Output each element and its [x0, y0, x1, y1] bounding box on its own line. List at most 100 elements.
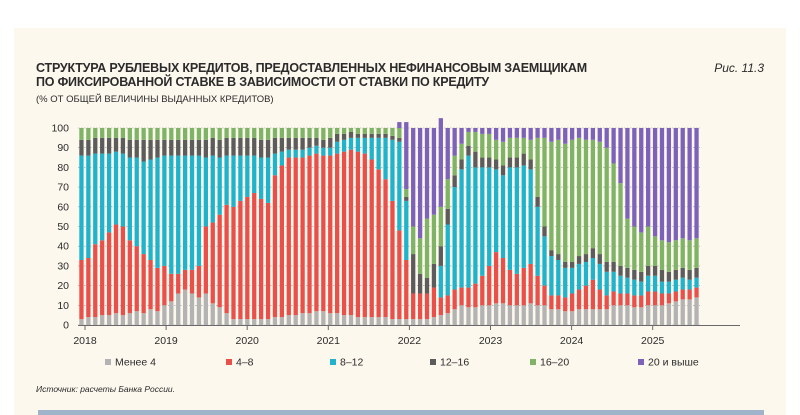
bar-segment — [493, 303, 499, 325]
bar-segment — [182, 289, 188, 325]
bar-segment — [597, 141, 602, 255]
bar-segment — [611, 261, 616, 272]
legend-label: 20 и выше — [648, 357, 699, 369]
bar-segment — [680, 289, 685, 300]
bar-segment — [576, 137, 582, 257]
x-tick-label: 2023 — [479, 335, 503, 347]
figure-title: СТРУКТУРА РУБЛЕВЫХ КРЕДИТОВ, ПРЕДОСТАВЛЕ… — [36, 61, 656, 89]
y-tick-label: 40 — [57, 241, 69, 253]
bar-segment — [252, 128, 257, 138]
bar-segment — [162, 128, 167, 140]
bar-segment — [106, 315, 112, 325]
x-tick-label: 2022 — [398, 335, 422, 347]
bar-segment — [570, 311, 575, 325]
bar-segment — [93, 137, 98, 154]
bar-segment — [417, 273, 423, 294]
bar-segment — [355, 137, 361, 152]
bar-segment — [390, 135, 395, 140]
bar-segment — [397, 230, 402, 320]
bar-segment — [493, 139, 499, 160]
bar-segment — [549, 256, 554, 296]
bar-segment — [376, 169, 381, 318]
bar-segment — [86, 128, 91, 140]
bar-segment — [646, 305, 651, 325]
bar-segment — [542, 285, 547, 306]
bar-segment — [417, 128, 423, 239]
bar-segment — [169, 301, 174, 325]
bar-segment — [452, 175, 457, 188]
bar-segment — [507, 305, 513, 325]
bar-segment — [314, 137, 319, 146]
bar-segment — [590, 128, 596, 140]
bar-segment — [203, 226, 208, 294]
bar-segment — [113, 137, 119, 152]
bar-segment — [162, 155, 167, 266]
x-tick-label: 2020 — [236, 335, 260, 347]
bar-segment — [563, 261, 568, 268]
bar-segment — [507, 128, 513, 138]
bar-segment — [182, 128, 188, 140]
bar-segment — [411, 128, 416, 227]
bar-segment — [632, 128, 637, 227]
bar-segment — [445, 179, 450, 209]
bar-segment — [493, 159, 499, 170]
bar-segment — [328, 155, 333, 314]
legend-label: 16–20 — [540, 357, 569, 369]
bar-segment — [224, 155, 229, 205]
bar-segment — [625, 267, 630, 278]
bar-segment — [632, 295, 637, 308]
bar-segment — [259, 157, 264, 199]
bar-segment — [203, 157, 208, 227]
bar-segment — [646, 128, 651, 227]
bar-segment — [673, 279, 678, 292]
bar-segment — [500, 303, 506, 325]
bar-segment — [521, 305, 526, 325]
bar-segment — [673, 240, 678, 270]
legend-label: Менее 4 — [115, 357, 156, 369]
bar-segment — [383, 133, 388, 138]
bar-segment — [362, 133, 367, 138]
bar-segment — [127, 128, 132, 140]
legend-swatch — [105, 359, 111, 365]
bar-segment — [576, 128, 582, 138]
bar-segment — [480, 167, 485, 276]
bar-segment — [604, 147, 609, 262]
bar-segment — [307, 137, 312, 148]
bar-segment — [528, 159, 533, 170]
bar-segment — [355, 317, 361, 325]
bar-segment — [639, 295, 644, 308]
bar-segment — [424, 218, 430, 278]
bar-segment — [549, 309, 554, 325]
bar-segment — [549, 295, 554, 310]
bar-segment — [341, 315, 347, 325]
bar-segment — [480, 305, 485, 325]
bar-segment — [238, 155, 243, 201]
bar-segment — [217, 157, 222, 215]
bar-segment — [113, 151, 119, 225]
bar-segment — [652, 265, 658, 276]
bar-segment — [666, 242, 672, 272]
y-tick-label: 80 — [57, 162, 69, 174]
bar-segment — [452, 155, 457, 176]
bar-segment — [189, 128, 195, 140]
bar-segment — [659, 269, 665, 282]
bar-segment — [632, 226, 637, 270]
bar-segment — [666, 303, 672, 325]
bar-segment — [480, 157, 485, 168]
bar-segment — [570, 267, 575, 294]
bar-segment — [265, 139, 271, 158]
bar-segment — [521, 165, 526, 268]
bar-segment — [563, 267, 568, 298]
bar-segment — [694, 128, 699, 239]
bar-segment — [404, 319, 409, 325]
bar-segment — [583, 254, 589, 262]
bar-segment — [583, 139, 589, 255]
bar-segment — [265, 128, 271, 140]
bar-segment — [293, 137, 298, 150]
bar-segment — [542, 236, 547, 286]
y-tick-label: 0 — [63, 320, 69, 332]
bar-segment — [169, 128, 174, 140]
bar-segment — [625, 293, 630, 306]
bar-segment — [189, 293, 195, 325]
